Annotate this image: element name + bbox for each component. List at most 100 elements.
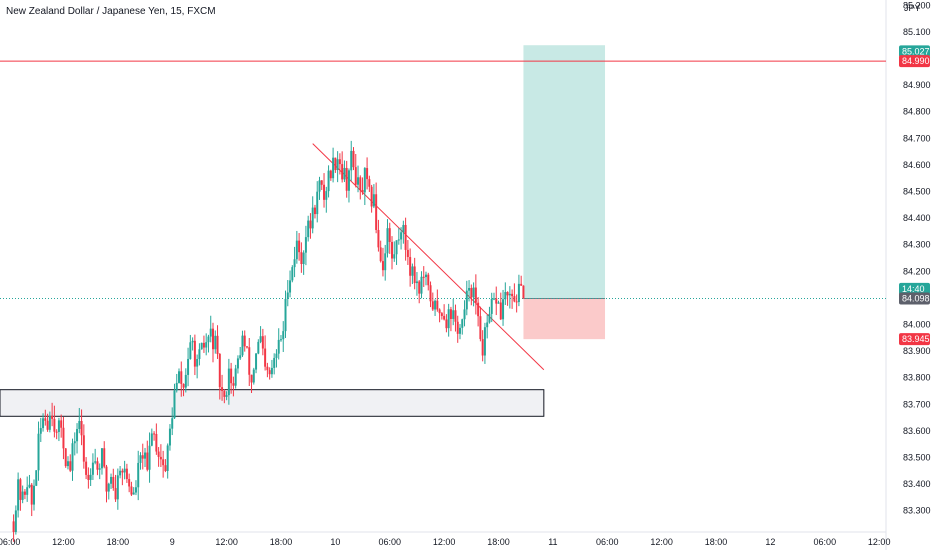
candle-body [137, 462, 140, 488]
candle-body [32, 485, 35, 505]
candle-body [19, 479, 22, 500]
x-tick-label: 12:00 [52, 537, 75, 547]
loss-zone [523, 298, 606, 340]
candle-body [125, 468, 128, 480]
x-tick-label: 12:00 [215, 537, 238, 547]
candle-body [291, 267, 294, 281]
candle-body [445, 319, 448, 329]
candle-body [28, 484, 31, 488]
candle-body [112, 476, 115, 489]
candle-body [465, 290, 468, 310]
candle-body [384, 253, 387, 271]
candle-body [209, 328, 212, 337]
candle-body [225, 395, 228, 397]
candle-body [17, 479, 20, 511]
candle-body [96, 461, 99, 470]
candle-body [234, 368, 237, 386]
candle-body [372, 194, 375, 207]
y-tick-label: 84.900 [903, 80, 931, 90]
candle-body [434, 300, 437, 310]
candle-body [456, 321, 459, 334]
candle-body [232, 383, 235, 386]
y-tick-label: 83.700 [903, 399, 931, 409]
candle-body [128, 479, 131, 487]
candle-body [132, 492, 135, 495]
candle-body [334, 157, 337, 171]
price-label-text: 84.098 [902, 293, 930, 303]
candle-body [304, 237, 307, 253]
candle-body [255, 353, 258, 370]
x-tick-label: 11 [548, 537, 557, 547]
candle-body [207, 336, 210, 343]
candle-body [121, 470, 124, 473]
candle-body [492, 298, 495, 300]
candle-body [80, 420, 83, 436]
candle-body [173, 390, 176, 419]
candle-body [354, 167, 357, 185]
x-tick-label: 18:00 [270, 537, 293, 547]
candle-body [148, 445, 151, 470]
candle-body [495, 298, 498, 304]
candle-body [443, 315, 446, 320]
candle-body [404, 224, 407, 250]
x-tick-label: 06:00 [0, 537, 20, 547]
candle-body [205, 342, 208, 348]
candle-body [227, 368, 230, 396]
candle-body [250, 374, 253, 383]
candle-body [490, 298, 493, 314]
candle-body [415, 281, 418, 284]
candle-body [302, 252, 305, 265]
candle-body [91, 462, 94, 475]
candle-body [522, 285, 525, 299]
candle-body [60, 420, 63, 428]
candle-body [189, 342, 192, 359]
candle-body [425, 274, 428, 278]
candle-body [44, 418, 47, 421]
y-tick-label: 84.200 [903, 266, 931, 276]
candle-body [483, 327, 486, 356]
candle-body [402, 224, 405, 233]
candle-body [191, 340, 194, 343]
candle-body [350, 150, 353, 171]
candle-body [200, 342, 203, 350]
candle-body [39, 428, 42, 434]
candle-body [110, 476, 113, 484]
candle-body [316, 191, 319, 215]
candle-body [472, 287, 475, 298]
candle-body [300, 252, 303, 265]
candle-body [76, 428, 79, 442]
candle-body [57, 420, 60, 432]
candle-body [307, 220, 310, 238]
candle-body [311, 207, 314, 229]
candle-body [212, 328, 215, 350]
candle-body [221, 387, 224, 391]
y-tick-label: 83.600 [903, 426, 931, 436]
position-zones [0, 45, 606, 417]
candle-body [499, 302, 502, 320]
candle-body [440, 313, 443, 316]
candle-body [164, 465, 167, 471]
candle-body [406, 249, 409, 258]
trendline [312, 143, 545, 371]
candle-body [508, 293, 511, 296]
candle-body [375, 194, 378, 230]
y-tick-label: 83.800 [903, 373, 931, 383]
candle-body [14, 510, 17, 532]
candle-body [175, 382, 178, 391]
candle-body [341, 164, 344, 180]
x-tick-label: 06:00 [378, 537, 401, 547]
candle-body [345, 167, 348, 191]
candle-body [248, 347, 251, 375]
candle-body [51, 415, 54, 419]
candle-body [452, 310, 455, 319]
y-tick-label: 83.500 [903, 453, 931, 463]
price-label-text: 14:40 [902, 284, 925, 294]
candle-body [449, 309, 452, 319]
candle-body [431, 301, 434, 310]
candle-body [447, 309, 450, 329]
candle-body [513, 296, 516, 302]
price-label-badge [899, 292, 930, 305]
candle-body [46, 420, 49, 430]
